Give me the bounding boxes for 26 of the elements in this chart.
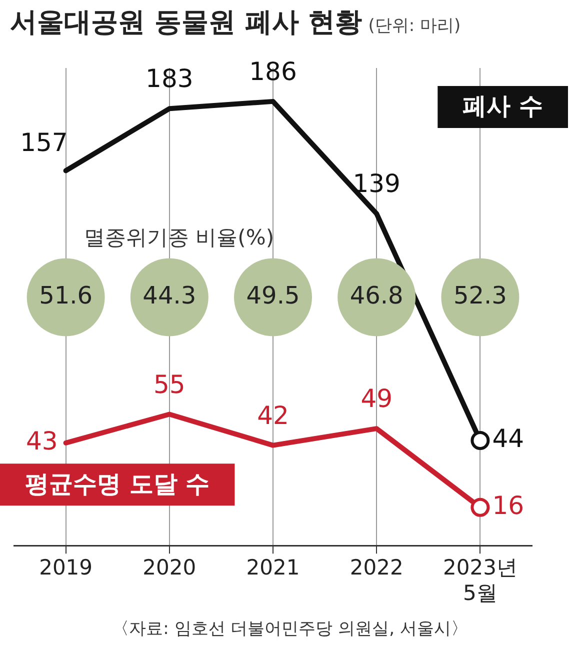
annotation: 51.6	[39, 281, 93, 310]
data-label: 157	[20, 128, 68, 158]
chart-title: 서울대공원 동물원 폐사 현황	[10, 7, 362, 38]
text: 〈자료: 임호선 더불어민주당 의원실, 서울시〉	[111, 618, 469, 641]
data-label: 43	[26, 426, 58, 456]
data-label: 183	[146, 64, 194, 94]
annotation: 46.8	[350, 281, 404, 310]
annotation: 49.5	[246, 281, 300, 310]
data-label: 55	[153, 370, 186, 399]
data-label: 186	[249, 56, 297, 86]
data-label: 42	[257, 400, 289, 430]
x-tick-label: 2023년 5월	[442, 556, 518, 605]
data-label: 49	[360, 384, 393, 414]
annotation: 44.3	[142, 281, 196, 310]
data-label: 139	[352, 169, 400, 198]
chart-subtitle: (단위: 마리)	[368, 16, 461, 36]
annotation: 멸종위기종 비율(%)	[84, 226, 274, 250]
data-label: 44	[492, 424, 524, 454]
series-label: 평균수명 도달 수	[24, 470, 210, 498]
text: 폐사 수	[462, 92, 543, 120]
x-tick-label: 2020	[142, 556, 196, 580]
x-tick-label: 2022	[350, 556, 404, 580]
annotation: 52.3	[453, 281, 507, 310]
x-tick-label: 2021	[246, 556, 300, 580]
x-tick-label: 2019	[39, 556, 93, 580]
data-label: 16	[492, 490, 524, 520]
